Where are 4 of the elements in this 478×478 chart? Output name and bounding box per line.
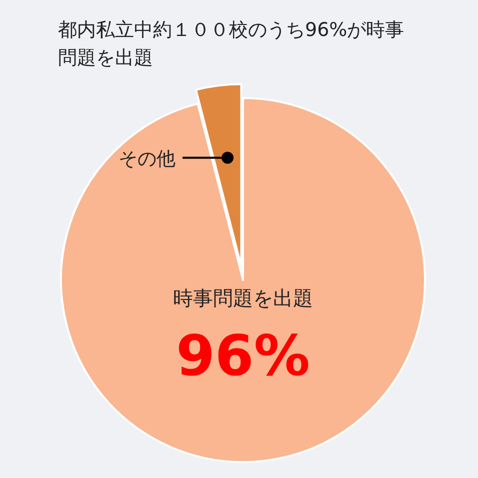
data-label: 96% [176,324,310,389]
slice-label: その他 [118,148,176,170]
chart-title: 都内私立中約１００校のうち96%が時事問題を出題 [58,19,404,69]
slice-label: 時事問題を出題 [173,286,313,310]
